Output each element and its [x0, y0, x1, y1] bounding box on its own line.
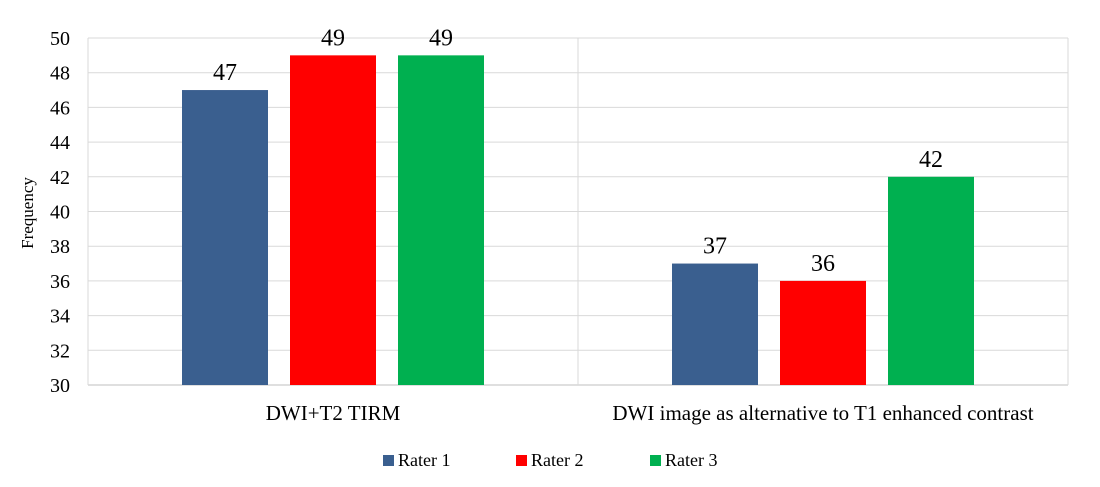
legend-label: Rater 3: [665, 450, 717, 470]
bar-rater-1: [182, 90, 268, 386]
y-tick-label: 32: [50, 340, 70, 362]
bars: 47 49 49 37 36 42: [182, 25, 974, 386]
y-tick-label: 46: [50, 97, 70, 119]
data-label: 49: [429, 25, 453, 51]
data-label: 37: [703, 234, 727, 260]
bar-rater-2: [290, 55, 376, 385]
bar-rater-2: [780, 280, 866, 385]
legend-label: Rater 2: [531, 450, 583, 470]
data-label: 47: [213, 60, 237, 86]
legend-swatch: [383, 455, 394, 466]
legend-label: Rater 1: [398, 450, 450, 470]
data-label: 49: [321, 25, 345, 51]
legend-swatch: [516, 455, 527, 466]
y-tick-label: 38: [50, 236, 70, 258]
y-tick-label: 30: [50, 375, 70, 397]
x-category-label: DWI image as alternative to T1 enhanced …: [612, 401, 1033, 425]
data-label: 36: [811, 251, 835, 277]
y-tick-label: 40: [50, 202, 70, 224]
x-axis-categories: DWI+T2 TIRM DWI image as alternative to T…: [266, 401, 1034, 425]
data-label: 42: [919, 147, 943, 173]
bar-rater-3: [888, 176, 974, 385]
y-tick-label: 34: [50, 306, 70, 328]
y-tick-label: 48: [50, 63, 70, 85]
y-tick-label: 44: [50, 132, 70, 154]
y-axis-ticks: 30 32 34 36 38 40 42 44 46 48 50: [50, 28, 70, 397]
bar-rater-1: [672, 263, 758, 385]
y-tick-label: 50: [50, 28, 70, 50]
y-axis-label: Frequency: [18, 177, 37, 249]
y-tick-label: 36: [50, 271, 70, 293]
bar-rater-3: [398, 55, 484, 385]
x-category-label: DWI+T2 TIRM: [266, 401, 401, 425]
legend: Rater 1 Rater 2 Rater 3: [383, 450, 717, 470]
legend-swatch: [650, 455, 661, 466]
y-tick-label: 42: [50, 167, 70, 189]
